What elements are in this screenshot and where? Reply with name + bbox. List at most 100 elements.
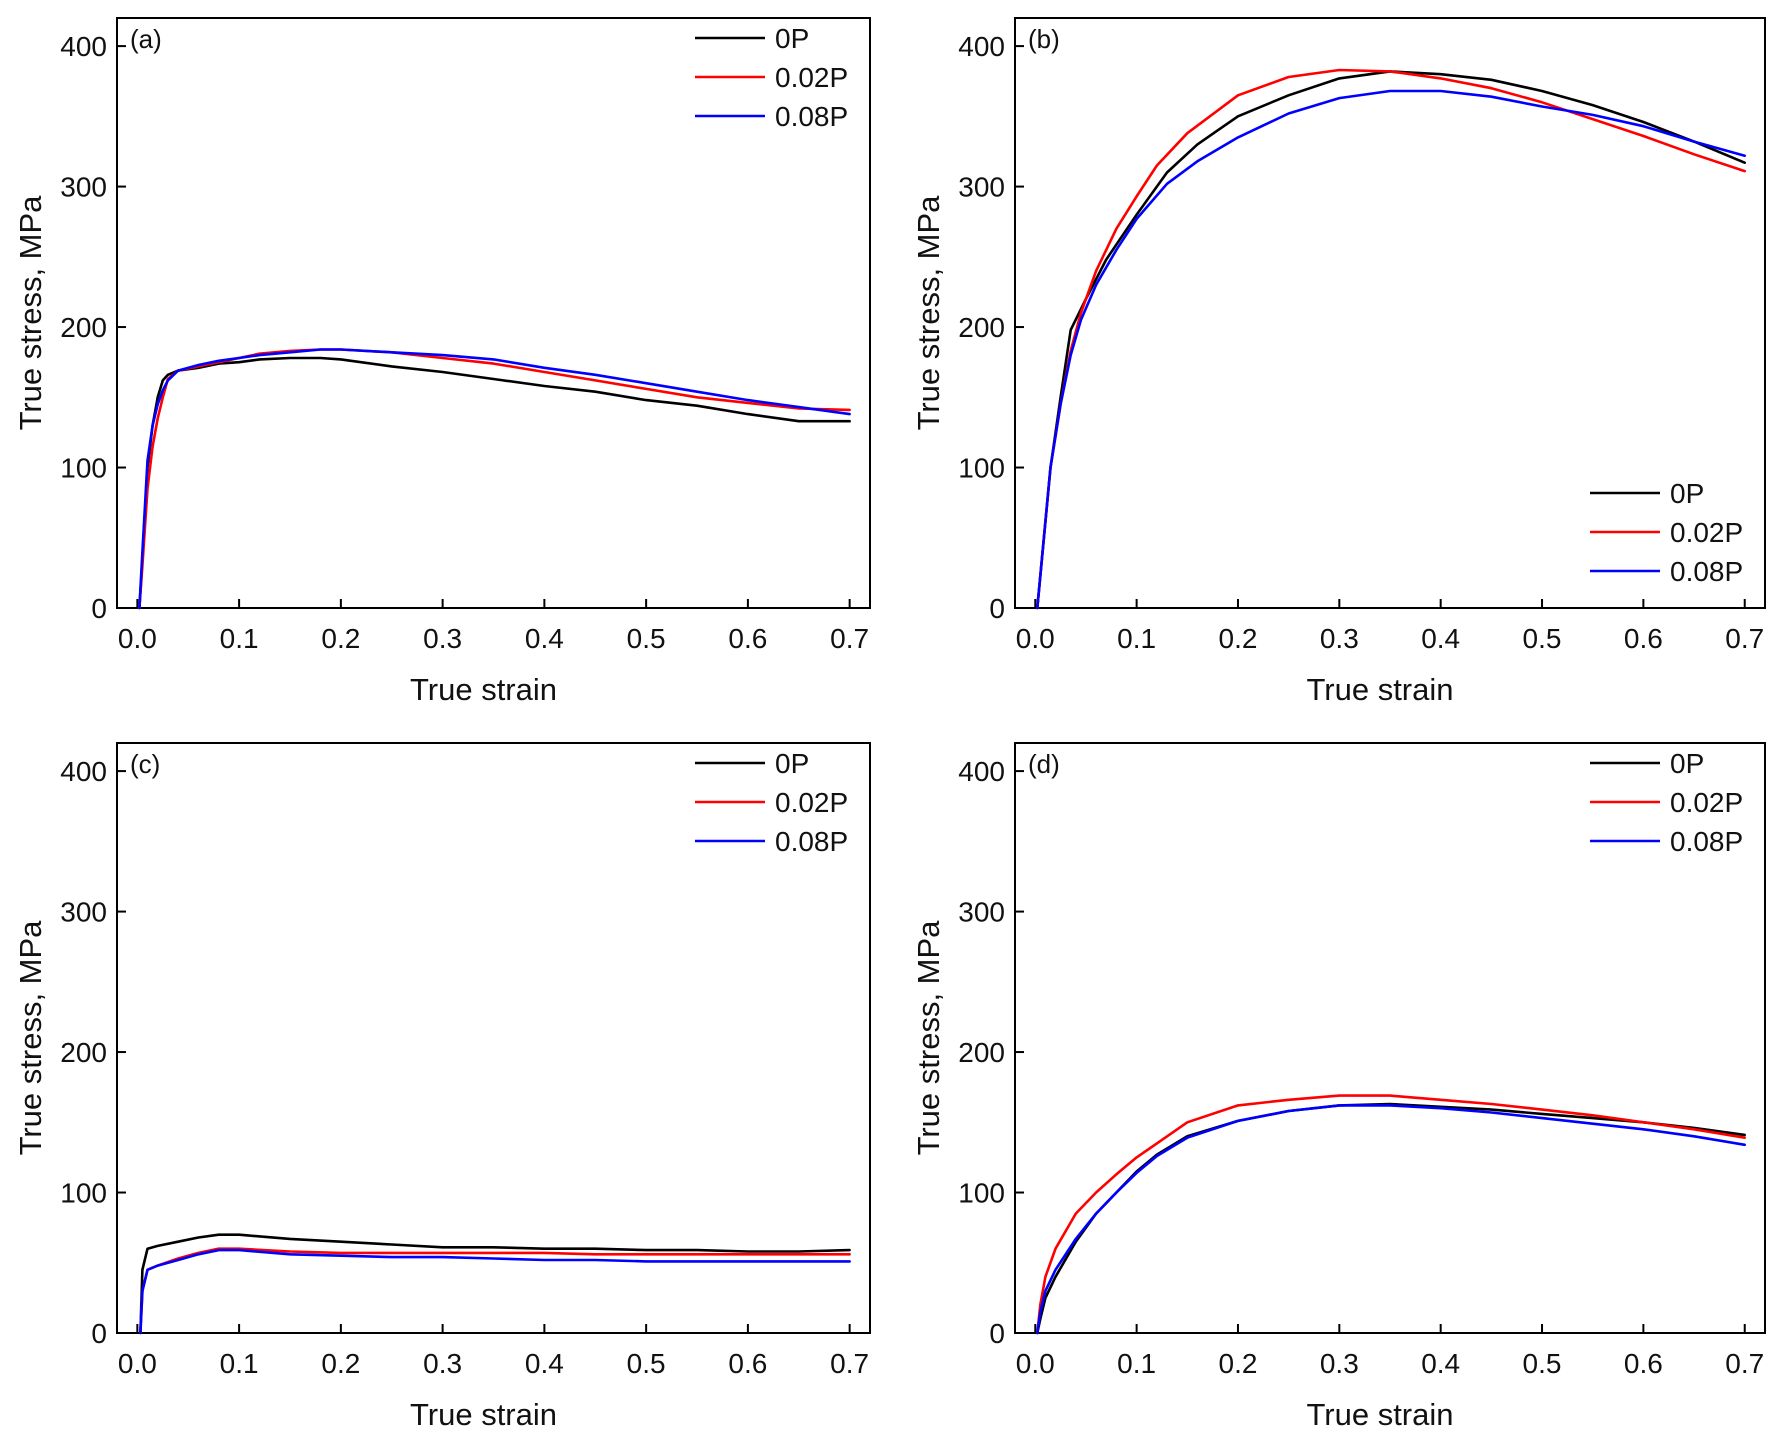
legend-label: 0P xyxy=(1670,748,1704,779)
x-tick-label: 0.4 xyxy=(1421,1348,1460,1379)
x-tick-label: 0.7 xyxy=(830,623,869,654)
legend: 0P 0.02P 0.08P xyxy=(1590,748,1743,857)
y-axis-title: True stress, MPa xyxy=(13,195,48,431)
y-tick-label: 400 xyxy=(60,756,107,787)
chart-panel: 0.0 0.1 0.2 0.3 0.4 0.5 0.6 0.7 0 100 200 300 400 Tru… xyxy=(13,17,871,707)
panel-label: (a) xyxy=(130,24,162,54)
series-line xyxy=(1036,68,1746,610)
legend-label: 0P xyxy=(775,748,809,779)
y-axis-title: True stress, MPa xyxy=(13,920,48,1156)
x-tick-label: 0.7 xyxy=(1725,1348,1764,1379)
x-tick-label: 0.1 xyxy=(220,1348,259,1379)
series-line xyxy=(139,1248,851,1335)
legend: 0P 0.02P 0.08P xyxy=(695,748,848,857)
x-tick-label: 0.0 xyxy=(1016,1348,1055,1379)
series-line xyxy=(1036,1094,1746,1335)
y-axis-title: True stress, MPa xyxy=(911,195,946,431)
x-tick-label: 0.4 xyxy=(525,1348,564,1379)
y-tick-label: 200 xyxy=(60,312,107,343)
x-axis-title: True strain xyxy=(1306,672,1453,707)
series-line xyxy=(1036,89,1746,610)
x-tick-label: 0.6 xyxy=(728,623,767,654)
series-line xyxy=(138,348,851,610)
x-tick-label: 0.5 xyxy=(627,1348,666,1379)
legend-label: 0.02P xyxy=(775,62,848,93)
legend: 0P 0.02P 0.08P xyxy=(695,23,848,132)
x-tick-label: 0.3 xyxy=(423,623,462,654)
x-tick-label: 0.0 xyxy=(118,623,157,654)
legend-label: 0.08P xyxy=(775,826,848,857)
series-line xyxy=(1036,1102,1746,1335)
x-tick-label: 0.7 xyxy=(1725,623,1764,654)
panel-label: (c) xyxy=(130,749,160,779)
legend: 0P 0.02P 0.08P xyxy=(1590,478,1743,587)
x-axis-title: True strain xyxy=(410,672,557,707)
x-tick-label: 0.2 xyxy=(1219,623,1258,654)
y-tick-label: 0 xyxy=(989,593,1005,624)
y-tick-label: 100 xyxy=(60,453,107,484)
y-tick-label: 100 xyxy=(958,453,1005,484)
x-tick-label: 0.3 xyxy=(1320,623,1359,654)
legend-label: 0.02P xyxy=(775,787,848,818)
y-tick-label: 200 xyxy=(60,1037,107,1068)
y-tick-label: 200 xyxy=(958,312,1005,343)
panel-label: (d) xyxy=(1028,749,1060,779)
x-tick-label: 0.4 xyxy=(525,623,564,654)
y-tick-label: 0 xyxy=(989,1318,1005,1349)
x-tick-label: 0.1 xyxy=(220,623,259,654)
x-tick-label: 0.3 xyxy=(1320,1348,1359,1379)
x-tick-label: 0.2 xyxy=(1219,1348,1258,1379)
x-tick-label: 0.7 xyxy=(830,1348,869,1379)
x-tick-label: 0.0 xyxy=(118,1348,157,1379)
y-tick-label: 100 xyxy=(958,1178,1005,1209)
y-tick-label: 300 xyxy=(60,172,107,203)
y-tick-label: 100 xyxy=(60,1178,107,1209)
y-tick-label: 300 xyxy=(60,897,107,928)
x-tick-label: 0.2 xyxy=(321,1348,360,1379)
x-tick-label: 0.2 xyxy=(321,623,360,654)
x-axis-title: True strain xyxy=(410,1397,557,1432)
x-tick-label: 0.1 xyxy=(1117,1348,1156,1379)
y-tick-label: 400 xyxy=(958,31,1005,62)
x-tick-label: 0.5 xyxy=(627,623,666,654)
legend-label: 0.02P xyxy=(1670,517,1743,548)
x-tick-label: 0.0 xyxy=(1016,623,1055,654)
series-line xyxy=(1036,70,1746,610)
x-tick-label: 0.3 xyxy=(423,1348,462,1379)
plot-frame xyxy=(116,17,871,609)
x-tick-label: 0.1 xyxy=(1117,623,1156,654)
plot-frame xyxy=(116,742,871,1334)
panel-label: (b) xyxy=(1028,24,1060,54)
chart-panel: 0.0 0.1 0.2 0.3 0.4 0.5 0.6 0.7 0 100 200 300 400 Tru… xyxy=(911,17,1766,707)
x-tick-label: 0.5 xyxy=(1523,1348,1562,1379)
y-tick-label: 0 xyxy=(91,1318,107,1349)
plot-frame xyxy=(1014,17,1766,609)
series-line xyxy=(138,348,851,610)
series-line xyxy=(139,1233,851,1335)
x-tick-label: 0.6 xyxy=(728,1348,767,1379)
y-tick-label: 200 xyxy=(958,1037,1005,1068)
legend-label: 0P xyxy=(775,23,809,54)
chart-panel: 0.0 0.1 0.2 0.3 0.4 0.5 0.6 0.7 0 100 200 300 400 Tru… xyxy=(13,742,871,1432)
y-axis-title: True stress, MPa xyxy=(911,920,946,1156)
legend-label: 0.08P xyxy=(1670,826,1743,857)
plot-frame xyxy=(1014,742,1766,1334)
y-tick-label: 300 xyxy=(958,172,1005,203)
legend-label: 0.08P xyxy=(775,101,848,132)
series-line xyxy=(1036,1104,1746,1335)
x-tick-label: 0.5 xyxy=(1523,623,1562,654)
x-tick-label: 0.6 xyxy=(1624,1348,1663,1379)
x-tick-label: 0.4 xyxy=(1421,623,1460,654)
x-tick-label: 0.6 xyxy=(1624,623,1663,654)
legend-label: 0P xyxy=(1670,478,1704,509)
x-axis-title: True strain xyxy=(1306,1397,1453,1432)
series-line xyxy=(138,356,851,610)
chart-panel: 0.0 0.1 0.2 0.3 0.4 0.5 0.6 0.7 0 100 200 300 400 Tru… xyxy=(911,742,1766,1432)
legend-label: 0.02P xyxy=(1670,787,1743,818)
y-tick-label: 300 xyxy=(958,897,1005,928)
y-tick-label: 0 xyxy=(91,593,107,624)
y-tick-label: 400 xyxy=(60,31,107,62)
y-tick-label: 400 xyxy=(958,756,1005,787)
legend-label: 0.08P xyxy=(1670,556,1743,587)
